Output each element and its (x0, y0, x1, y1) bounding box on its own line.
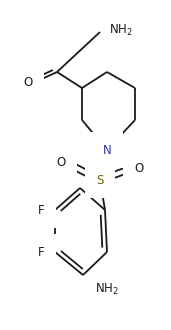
Text: O: O (56, 156, 66, 170)
Text: NH$_2$: NH$_2$ (109, 22, 133, 38)
Text: F: F (38, 246, 44, 258)
Text: NH$_2$: NH$_2$ (95, 281, 119, 297)
Text: N: N (103, 144, 111, 156)
Text: F: F (38, 204, 44, 216)
Text: O: O (23, 77, 33, 89)
Text: S: S (96, 174, 104, 186)
Text: O: O (134, 161, 144, 175)
